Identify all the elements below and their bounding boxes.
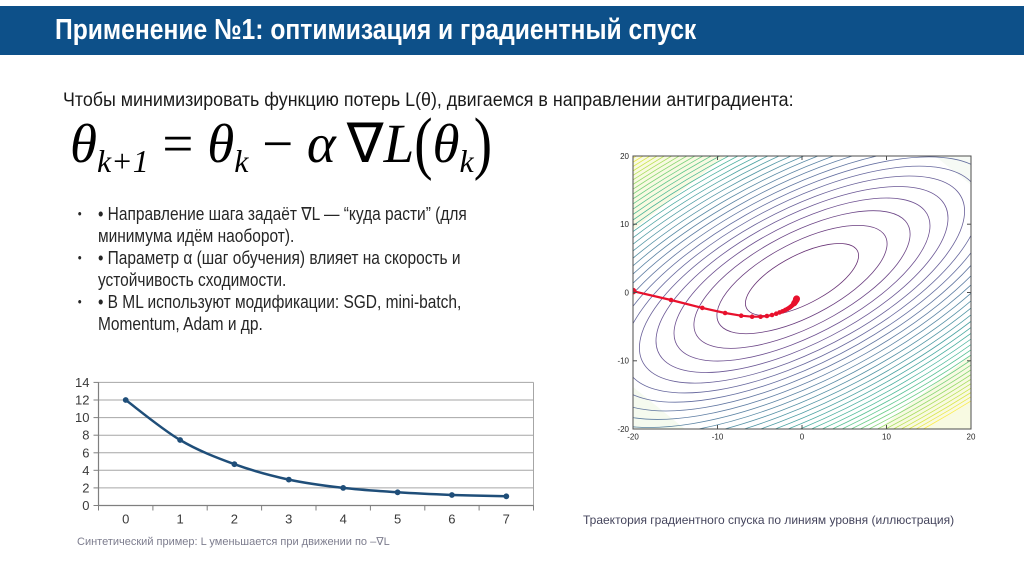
svg-text:10: 10 (620, 220, 629, 229)
svg-text:-10: -10 (712, 433, 724, 442)
svg-text:-20: -20 (627, 433, 639, 442)
svg-text:6: 6 (448, 512, 455, 527)
svg-text:-20: -20 (617, 425, 629, 434)
svg-text:3: 3 (285, 512, 292, 527)
svg-text:7: 7 (503, 512, 510, 527)
svg-text:10: 10 (75, 410, 89, 425)
svg-text:20: 20 (620, 152, 629, 161)
svg-text:14: 14 (75, 375, 89, 390)
svg-text:12: 12 (75, 393, 89, 408)
svg-text:4: 4 (340, 512, 347, 527)
svg-text:-10: -10 (617, 357, 629, 366)
svg-text:0: 0 (800, 433, 805, 442)
svg-text:2: 2 (231, 512, 238, 527)
svg-text:6: 6 (82, 445, 89, 460)
svg-text:10: 10 (882, 433, 891, 442)
svg-text:0: 0 (82, 498, 89, 513)
svg-text:5: 5 (394, 512, 401, 527)
svg-text:1: 1 (176, 512, 183, 527)
svg-text:4: 4 (82, 463, 89, 478)
svg-text:0: 0 (122, 512, 129, 527)
svg-text:0: 0 (625, 288, 630, 297)
svg-text:8: 8 (82, 428, 89, 443)
svg-text:2: 2 (82, 480, 89, 495)
svg-text:20: 20 (967, 433, 976, 442)
